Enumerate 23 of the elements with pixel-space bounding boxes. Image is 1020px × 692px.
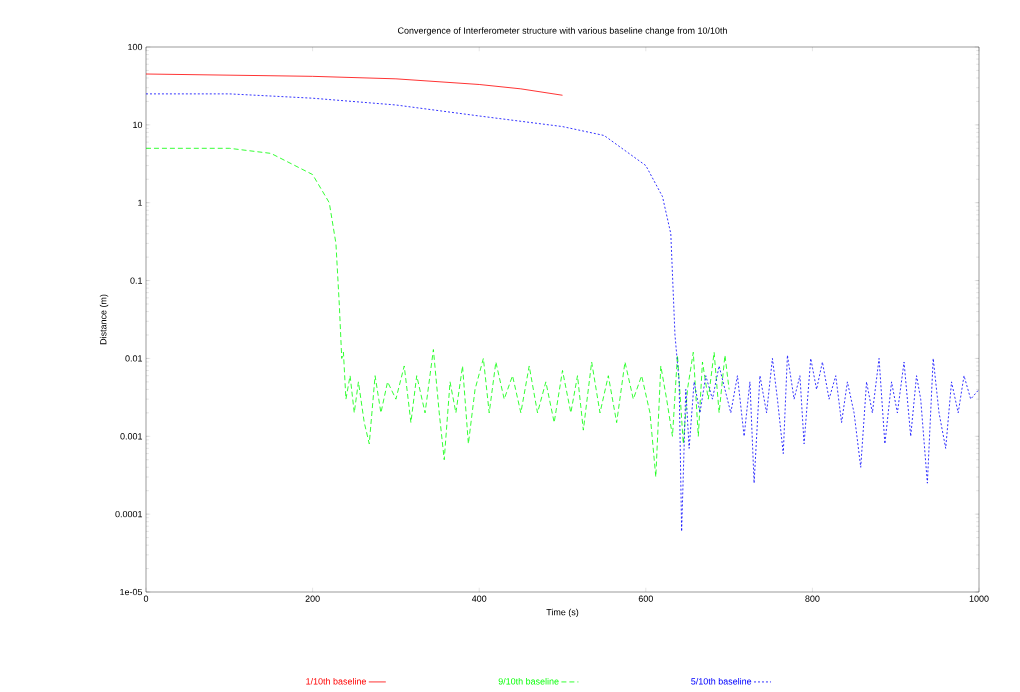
y-tick-label: 0.001 bbox=[120, 433, 143, 440]
x-tick-label: 400 bbox=[471, 595, 487, 602]
x-tick-label: 200 bbox=[305, 595, 320, 602]
line-series bbox=[146, 73, 563, 96]
line-series bbox=[146, 93, 980, 532]
y-tick-label: 0.1 bbox=[130, 277, 143, 284]
y-tick-label: 1e-05 bbox=[120, 588, 143, 596]
x-tick-label: 800 bbox=[805, 595, 820, 602]
y-tick-label: 100 bbox=[128, 43, 143, 51]
legend-label: 9/10th baseline bbox=[498, 677, 559, 685]
legend-label: 1/10th baseline bbox=[306, 677, 366, 685]
x-tick-label: 1000 bbox=[969, 595, 989, 602]
y-tick-label: 1 bbox=[138, 199, 143, 206]
y-tick-label: 0.01 bbox=[125, 355, 143, 362]
x-axis-title: Time (s) bbox=[546, 608, 579, 618]
legend-label: 5/10th baseline bbox=[691, 677, 752, 685]
y-tick-label: 10 bbox=[133, 121, 143, 129]
line-series bbox=[146, 147, 730, 478]
y-axis-title: Distance (m) bbox=[99, 294, 109, 345]
y-tick-label: 0.0001 bbox=[115, 510, 143, 518]
x-tick-label: 0 bbox=[143, 595, 149, 602]
x-tick-label: 600 bbox=[638, 595, 653, 602]
chart-title: Convergence of Interferometer structure with various baseline change from 10/10th bbox=[397, 27, 727, 36]
